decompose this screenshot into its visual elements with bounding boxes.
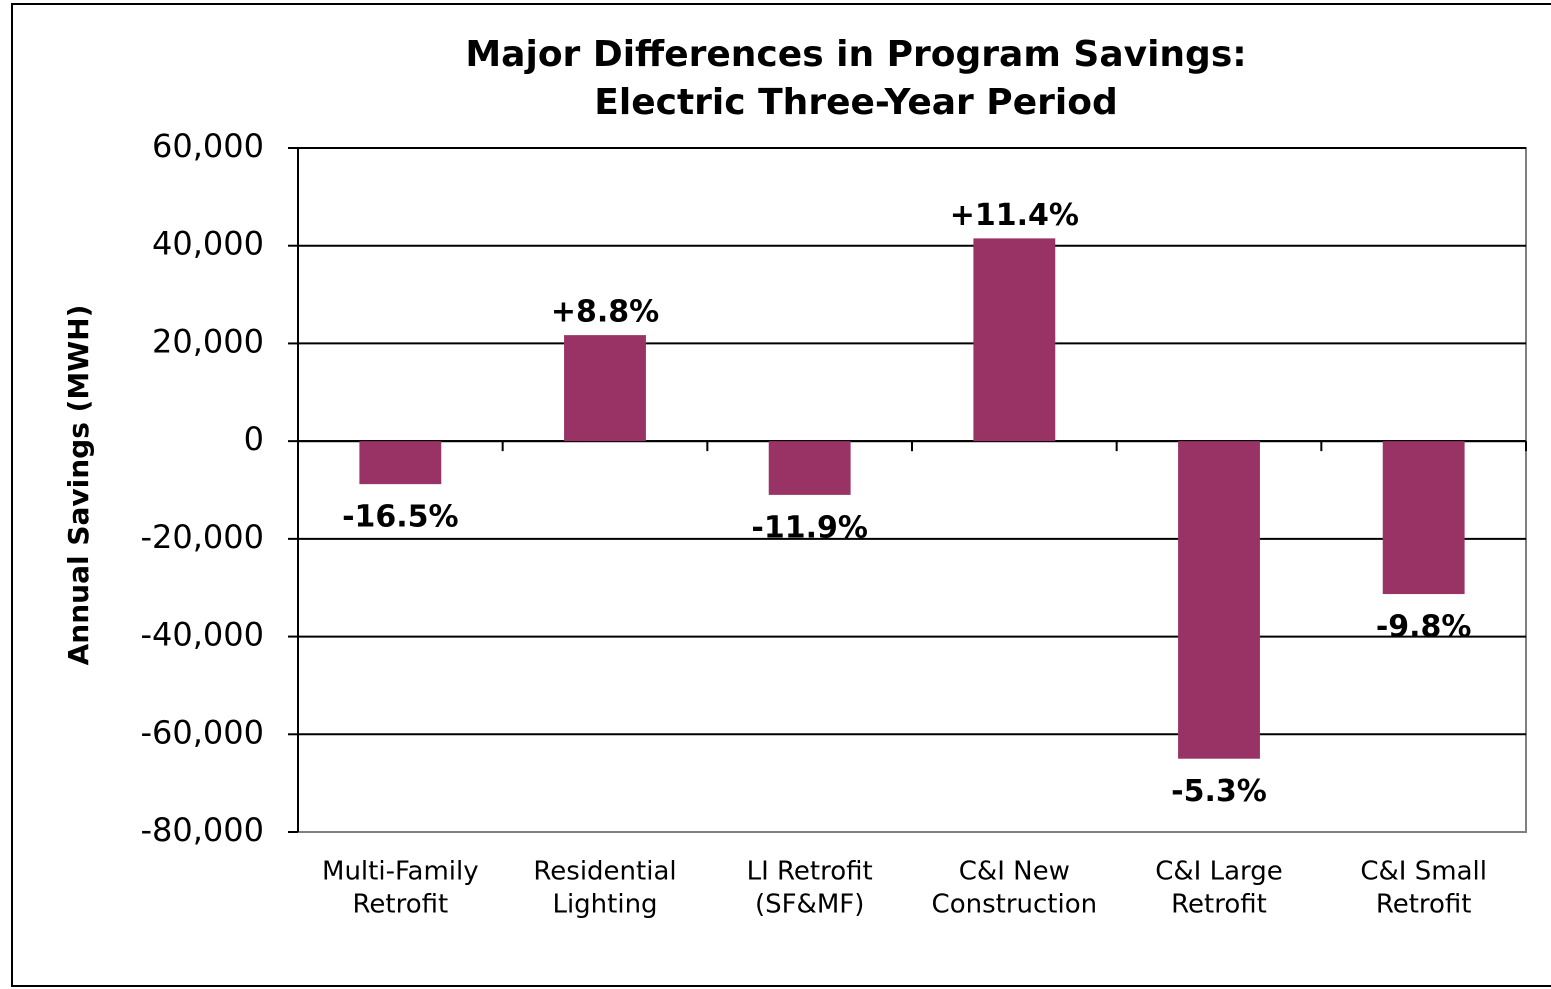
y-axis-title: Annual Savings (MWH) xyxy=(62,305,95,666)
x-tick-label: Retrofit xyxy=(1171,890,1267,920)
x-tick-label: Lighting xyxy=(552,890,657,920)
bar xyxy=(359,441,442,485)
x-tick-label: Residential xyxy=(533,857,676,887)
x-tick-label: Multi-Family xyxy=(322,857,479,887)
data-label: -16.5% xyxy=(342,500,459,535)
bar xyxy=(564,335,646,442)
y-tick-label: -20,000 xyxy=(140,518,264,556)
data-label: -5.3% xyxy=(1171,774,1267,809)
data-label: -9.8% xyxy=(1376,610,1472,645)
x-tick-label: C&I New xyxy=(959,857,1070,887)
bar xyxy=(1178,441,1260,759)
x-tick-label: Retrofit xyxy=(1376,890,1472,920)
y-tick-label: 60,000 xyxy=(152,127,264,165)
y-tick-label: 40,000 xyxy=(152,225,264,263)
y-tick-label: -40,000 xyxy=(140,616,264,654)
data-label: -11.9% xyxy=(751,510,868,545)
x-tick-label: (SF&MF) xyxy=(755,890,864,920)
data-label: +8.8% xyxy=(551,295,659,330)
plot-area xyxy=(297,147,1527,833)
x-tick-label: Retrofit xyxy=(352,890,448,920)
y-tick-label: 20,000 xyxy=(152,322,264,360)
y-tick-label: -80,000 xyxy=(140,811,264,849)
x-tick-label: Construction xyxy=(932,890,1098,920)
bar xyxy=(973,238,1056,442)
x-tick-label: C&I Small xyxy=(1360,857,1487,887)
x-tick-label: LI Retrofit xyxy=(747,857,873,887)
data-label: +11.4% xyxy=(950,198,1079,233)
y-tick-label: 0 xyxy=(244,420,264,458)
chart-title: Major Differences in Program Savings: xyxy=(465,34,1246,75)
y-tick-label: -60,000 xyxy=(140,713,264,751)
x-tick-label: C&I Large xyxy=(1155,857,1283,887)
bar xyxy=(1382,441,1465,595)
bar xyxy=(768,441,851,495)
chart-title: Electric Three-Year Period xyxy=(594,82,1117,123)
